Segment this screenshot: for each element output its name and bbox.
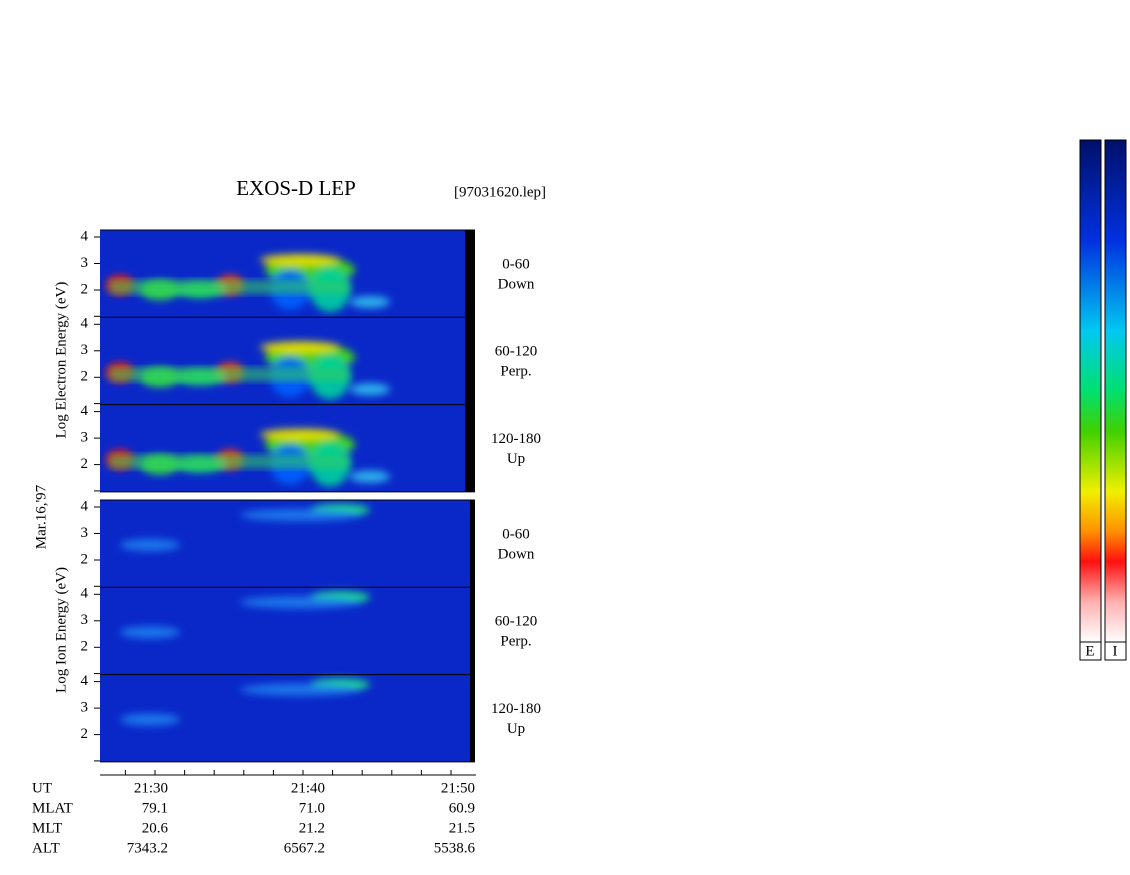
y-tick-label: 2 [81, 726, 89, 742]
row-value: 79.1 [142, 800, 168, 816]
colorbar [1079, 139, 1102, 643]
y-tick-label: 3 [81, 700, 89, 716]
y-tick-label: 3 [81, 525, 89, 541]
feature [260, 428, 340, 441]
pitch-range: 60-120 [495, 614, 538, 630]
feature [120, 539, 180, 551]
feature [350, 296, 390, 308]
feature [350, 383, 390, 396]
pitch-direction: Down [498, 546, 535, 562]
row-value: 21.5 [449, 820, 475, 836]
spectrogram-features [120, 504, 370, 551]
data-gap [465, 230, 475, 318]
colorbar-label: I [1113, 643, 1118, 659]
feature [260, 254, 340, 266]
row-value: 21.2 [299, 820, 325, 836]
y-tick-label: 3 [81, 612, 89, 628]
y-tick-label: 4 [81, 403, 89, 419]
colorbar [1104, 139, 1127, 643]
spectrogram-features [120, 678, 370, 726]
electron-axis-label: Log Electron Energy (eV) [53, 282, 69, 439]
data-gap [470, 587, 475, 675]
feature [240, 509, 360, 521]
feature [110, 367, 350, 382]
feature [120, 713, 180, 726]
y-tick-label: 3 [81, 342, 89, 358]
pitch-direction: Up [507, 721, 525, 737]
data-gap [470, 674, 475, 762]
colorbar-label-box [1104, 641, 1127, 661]
pitch-direction: Up [507, 451, 525, 467]
pitch-range: 120-180 [491, 701, 541, 717]
feature [110, 454, 350, 469]
data-gap [470, 500, 475, 588]
data-gap [465, 404, 475, 492]
spectrogram-features [120, 591, 370, 639]
y-tick-label: 4 [81, 498, 89, 514]
x-tick-label: 21:30 [134, 780, 168, 796]
row-name: ALT [32, 840, 60, 856]
row-name: MLAT [32, 800, 73, 816]
y-tick-label: 4 [81, 586, 89, 602]
data-gap [465, 317, 475, 405]
title: EXOS-D LEP [236, 176, 356, 200]
date: Mar.16,'97 [33, 484, 49, 549]
pitch-range: 0-60 [502, 526, 530, 542]
feature [120, 626, 180, 639]
y-tick-label: 3 [81, 255, 89, 271]
pitch-range: 60-120 [495, 344, 538, 360]
y-tick-label: 2 [81, 281, 89, 297]
feature [240, 683, 360, 696]
pitch-range: 120-180 [491, 431, 541, 447]
file-name: [97031620.lep] [454, 184, 546, 200]
y-tick-label: 3 [81, 430, 89, 446]
colorbar-label: E [1085, 643, 1094, 659]
pitch-range: 0-60 [502, 256, 530, 272]
row-name: MLT [32, 820, 62, 836]
y-tick-label: 2 [81, 456, 89, 472]
feature [350, 470, 390, 483]
colorbar-label-box [1079, 641, 1102, 661]
feature [240, 596, 360, 609]
feature [110, 280, 350, 294]
row-value: 6567.2 [284, 840, 325, 856]
y-tick-label: 4 [81, 228, 89, 244]
pitch-direction: Perp. [500, 634, 531, 650]
y-tick-label: 4 [81, 673, 89, 689]
y-tick-label: 4 [81, 316, 89, 332]
row-value: 71.0 [299, 800, 325, 816]
feature [260, 341, 340, 354]
row-value: 7343.2 [127, 840, 168, 856]
pitch-direction: Down [498, 276, 535, 292]
x-tick-label: 21:50 [441, 780, 475, 796]
row-value: 60.9 [449, 800, 475, 816]
y-tick-label: 2 [81, 551, 89, 567]
x-tick-label: 21:40 [291, 780, 325, 796]
y-tick-label: 2 [81, 639, 89, 655]
row-name: UT [32, 780, 52, 796]
row-value: 20.6 [142, 820, 169, 836]
pitch-direction: Perp. [500, 364, 531, 380]
y-tick-label: 2 [81, 369, 89, 385]
ion-axis-label: Log Ion Energy (eV) [53, 567, 69, 693]
row-value: 5538.6 [434, 840, 476, 856]
